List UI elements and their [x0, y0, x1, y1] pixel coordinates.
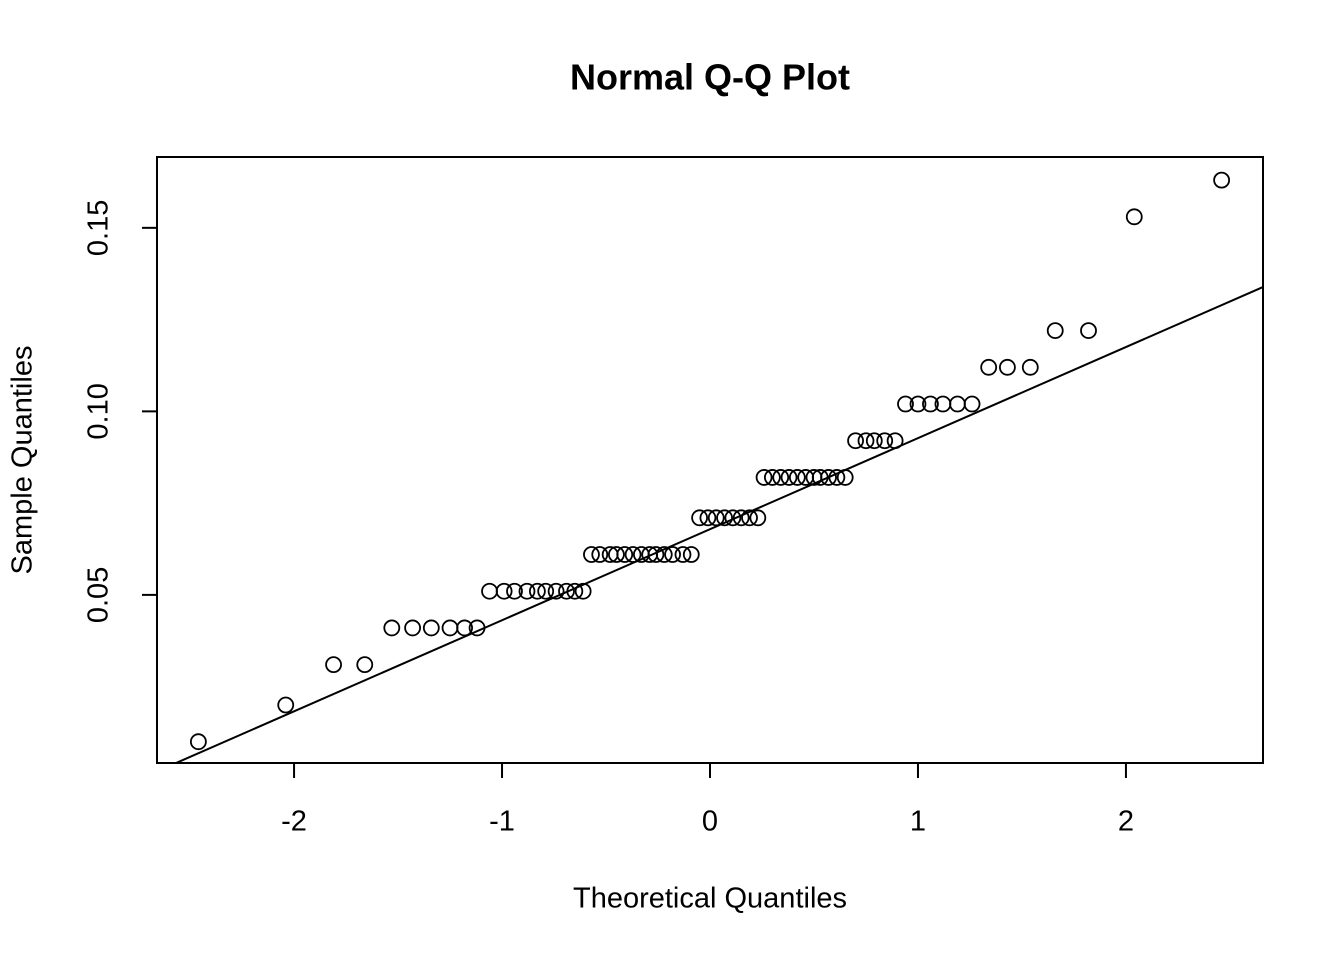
point [847, 432, 864, 450]
point [1125, 208, 1143, 226]
point [383, 619, 401, 637]
point [1021, 358, 1039, 376]
y-tick-label: 0.05 [83, 567, 115, 623]
point [963, 395, 981, 413]
point [404, 619, 421, 637]
point [788, 469, 806, 486]
point [591, 546, 609, 563]
chart-title: Normal Q-Q Plot [570, 57, 850, 98]
point [716, 509, 733, 527]
point [999, 358, 1016, 376]
point [325, 656, 342, 674]
point [537, 582, 555, 600]
point [547, 582, 565, 600]
point [189, 733, 207, 751]
point [422, 619, 440, 637]
point [741, 509, 758, 527]
point [528, 582, 546, 600]
point [980, 358, 998, 376]
point [647, 546, 665, 563]
point [820, 469, 837, 486]
x-tick-label: 1 [910, 806, 926, 838]
point [495, 582, 513, 600]
point [674, 546, 692, 563]
x-axis-label: Theoretical Quantiles [573, 883, 847, 915]
point [865, 432, 883, 450]
point [608, 546, 625, 563]
reference-line-clip [173, 286, 1263, 763]
point [277, 696, 295, 714]
y-tick-label: 0.10 [83, 383, 115, 439]
point [655, 546, 673, 563]
point [583, 546, 600, 563]
point [664, 546, 681, 563]
point [724, 509, 742, 527]
y-tick-label: 0.15 [83, 200, 115, 256]
point [1213, 171, 1231, 189]
point [749, 509, 767, 527]
point [763, 469, 781, 486]
point [1046, 322, 1064, 340]
reference-line [173, 286, 1263, 763]
x-tick-label: -1 [489, 806, 515, 838]
point [707, 509, 725, 527]
point [909, 395, 927, 413]
x-tick-label: 0 [702, 806, 718, 838]
point [922, 395, 939, 413]
point [897, 395, 914, 413]
y-axis-label: Sample Quantiles [7, 346, 39, 575]
point [857, 432, 875, 450]
point [755, 469, 773, 486]
point [456, 619, 473, 637]
point [356, 656, 374, 674]
point [1080, 322, 1097, 340]
point [506, 582, 523, 600]
point [558, 582, 575, 600]
point [616, 546, 634, 563]
point [780, 469, 798, 486]
x-tick-label: -2 [281, 806, 307, 838]
point [682, 546, 700, 563]
point [691, 509, 709, 527]
x-tick-label: 2 [1118, 806, 1134, 838]
point [772, 469, 790, 486]
point [876, 432, 894, 450]
point [699, 509, 717, 527]
point [518, 582, 536, 600]
